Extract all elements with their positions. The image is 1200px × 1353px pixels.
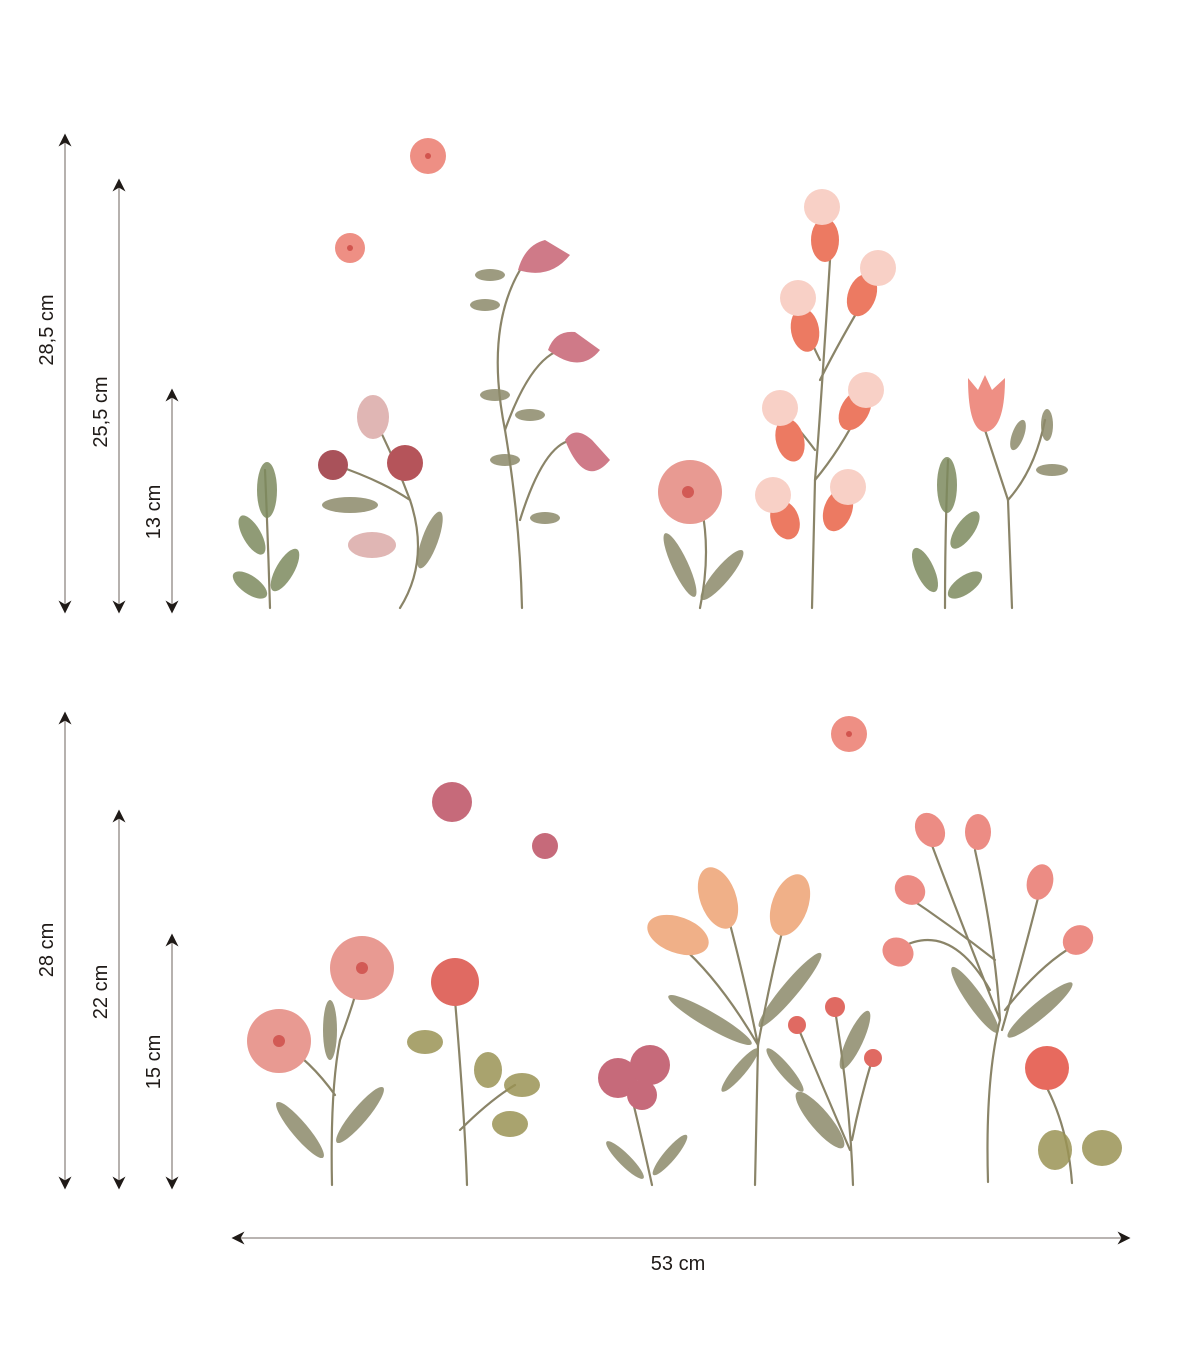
lily-stalk bbox=[755, 189, 896, 610]
bottom-decal-set bbox=[247, 716, 1122, 1187]
height-label: 15 cm bbox=[143, 1035, 165, 1089]
bell-tulip-flowers bbox=[647, 867, 822, 1187]
dimension-lines: 28,5 cm 25,5 cm 13 cm 28 cm 22 cm 15 cm … bbox=[36, 133, 1131, 1275]
daisy-flowers bbox=[247, 936, 394, 1187]
top-decal-set bbox=[232, 138, 1068, 610]
tulip-sprig bbox=[968, 375, 1068, 610]
small-tulip-sprig bbox=[1025, 1046, 1122, 1185]
bellflower bbox=[470, 240, 610, 610]
leaf-sprig bbox=[911, 457, 983, 610]
width-label: 53 cm bbox=[651, 1253, 705, 1275]
poppy-flower bbox=[658, 460, 744, 610]
height-label: 28,5 cm bbox=[36, 294, 58, 365]
clover-flower bbox=[598, 1045, 688, 1187]
small-flower bbox=[432, 716, 867, 859]
height-label: 25,5 cm bbox=[90, 376, 112, 447]
leaf-sprig bbox=[232, 462, 300, 610]
height-label: 22 cm bbox=[90, 965, 112, 1019]
small-flower bbox=[335, 138, 446, 263]
height-label: 28 cm bbox=[36, 923, 58, 977]
tulip-branch bbox=[882, 812, 1094, 1184]
rose-bud-sprig bbox=[407, 958, 540, 1187]
height-label: 13 cm bbox=[143, 485, 165, 539]
berry-sprig bbox=[788, 997, 882, 1187]
thistle-flower bbox=[318, 395, 443, 610]
